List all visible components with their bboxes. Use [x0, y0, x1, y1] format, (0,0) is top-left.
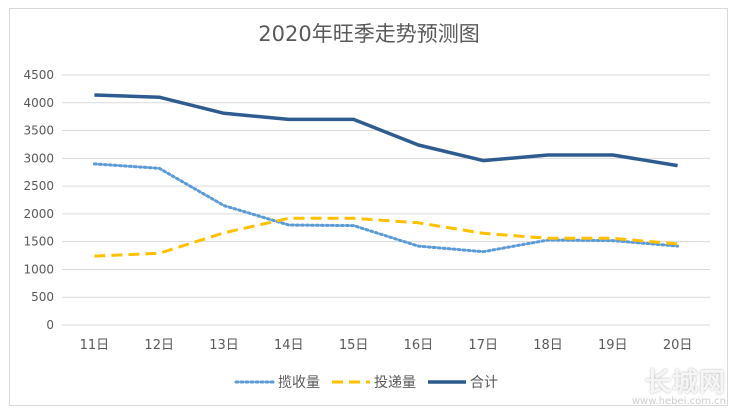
y-tick-label: 1500 — [23, 235, 54, 249]
x-axis-labels: 11日 12日 13日 14日 15日 16日 17日 18日 19日 20日 — [80, 338, 693, 353]
y-tick-label: 2000 — [23, 207, 54, 221]
legend-label: 投递量 — [374, 375, 416, 391]
legend-item: 揽收量 — [234, 374, 320, 391]
series-lines — [92, 93, 680, 258]
y-tick-label: 4000 — [23, 96, 54, 110]
x-tick-label: 18日 — [533, 338, 563, 353]
y-tick-label: 1000 — [23, 262, 54, 276]
series-line-合计 — [94, 93, 678, 168]
chart-title: 2020年旺季走势预测图 — [258, 22, 480, 46]
legend-label: 合计 — [470, 375, 498, 391]
legend-label: 揽收量 — [278, 374, 320, 391]
series-line-投递量 — [94, 216, 678, 258]
y-tick-label: 3500 — [23, 124, 54, 138]
y-tick-label: 500 — [31, 290, 54, 304]
legend-item: 投递量 — [332, 375, 416, 391]
y-tick-label: 3000 — [23, 151, 54, 165]
chart-frame — [9, 8, 728, 406]
legend-item: 合计 — [428, 375, 498, 391]
x-tick-label: 13日 — [209, 338, 239, 353]
grid-lines — [62, 74, 710, 326]
x-tick-label: 14日 — [274, 338, 304, 353]
x-tick-label: 20日 — [663, 338, 693, 353]
y-axis-labels: 0 500 1000 1500 2000 2500 3000 3500 4000 4500 — [23, 68, 54, 332]
y-tick-label: 4500 — [23, 68, 54, 82]
y-tick-label: 0 — [46, 318, 54, 332]
x-tick-label: 17日 — [468, 338, 498, 353]
y-tick-label: 2500 — [23, 179, 54, 193]
x-tick-label: 12日 — [144, 338, 174, 353]
series-line-揽收量 — [92, 162, 680, 254]
x-tick-label: 15日 — [339, 338, 369, 353]
x-tick-label: 19日 — [598, 338, 628, 353]
x-tick-label: 11日 — [80, 338, 110, 353]
legend: 揽收量 投递量 合计 — [234, 374, 498, 391]
x-tick-label: 16日 — [404, 338, 434, 353]
